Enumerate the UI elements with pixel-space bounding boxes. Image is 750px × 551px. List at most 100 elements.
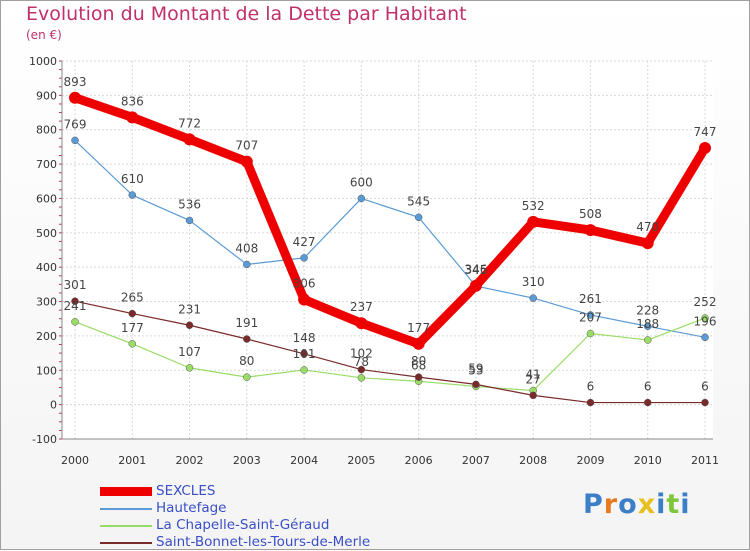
y-tick-label: 500 [36,227,57,240]
legend-swatch [100,487,152,496]
data-label: 346 [464,263,487,277]
data-point [240,155,253,168]
x-tick-label: 2007 [462,454,490,467]
data-point [71,318,79,326]
data-label: 191 [235,316,258,330]
data-label: 53 [468,363,483,377]
y-tick-label: 700 [36,158,57,171]
legend-label: Hautefage [156,500,227,516]
data-label: 408 [235,241,258,255]
data-label: 107 [178,345,201,359]
logo-letter: i [656,489,667,520]
y-tick-label: 300 [36,296,57,309]
data-label: 893 [64,75,87,89]
data-point [185,364,194,372]
data-label: 769 [64,117,87,131]
data-point [355,317,368,330]
data-point [699,141,711,154]
logo-letter: i [680,489,691,520]
x-tick-label: 2009 [576,454,604,467]
data-label: 261 [579,292,602,306]
data-point [641,237,654,250]
data-label: 301 [64,278,87,292]
data-label: 536 [178,197,201,211]
x-tick-label: 2011 [691,454,719,467]
data-point [300,254,308,262]
data-label: 27 [526,372,541,386]
y-tick-label: 200 [36,330,57,343]
data-label: 265 [121,291,144,305]
data-point [300,366,308,374]
data-label: 237 [350,300,373,314]
data-label: 231 [178,302,201,316]
data-label: 6 [644,380,652,394]
x-tick-label: 2003 [233,454,261,467]
legend: SEXCLES Hautefage La Chapelle-Saint-Géraud… [100,483,370,551]
legend-label: Saint-Bonnet-les-Tours-de-Merle [156,534,371,550]
data-point [527,215,540,228]
data-point [529,294,537,302]
data-point [414,373,423,381]
data-point [185,216,194,225]
data-point [185,321,194,330]
data-point [357,194,366,203]
data-label: 600 [350,175,373,189]
data-label: 196 [694,314,717,328]
data-label: 68 [411,358,426,372]
data-label: 427 [293,235,316,249]
data-point [412,337,425,350]
legend-item: Saint-Bonnet-les-Tours-de-Merle [100,534,370,551]
logo-letter: P [583,489,604,520]
series-lines [69,91,711,407]
data-point [701,398,709,407]
data-point [586,311,595,319]
line-chart: -100 0 100 200 300 400 500 600 700 800 900 1000 2000… [29,55,719,467]
y-tick-label: 0 [50,399,57,412]
x-tick-label: 2004 [290,454,318,467]
data-point [586,329,595,338]
y-tick-label: 600 [36,192,57,205]
data-point [183,133,196,146]
data-point [701,333,709,342]
data-point [298,293,311,306]
axes: -100 0 100 200 300 400 500 600 700 800 900 1000 2000… [29,55,719,467]
data-label: 177 [121,321,144,335]
y-tick-label: 400 [36,261,57,274]
grid [62,60,713,440]
data-point [701,314,709,322]
data-point [472,380,480,389]
data-label: 545 [407,194,430,208]
data-label: 207 [579,311,602,325]
data-label: 772 [178,116,201,130]
y-tick-label: 100 [36,364,57,377]
data-label: 102 [350,347,373,361]
data-point [357,365,366,374]
data-point [643,336,652,344]
proxiti-logo: Proxiti [583,489,691,520]
legend-label: La Chapelle-Saint-Géraud [156,517,330,533]
x-tick-label: 2001 [118,454,146,467]
y-tick-label: -100 [32,433,57,446]
data-label: 310 [522,275,545,289]
logo-letter: r [603,489,619,520]
y-tick-label: 800 [36,124,57,137]
data-label: 80 [239,354,254,368]
x-tick-label: 2006 [405,454,433,467]
logo-letter: o [618,489,638,520]
unit-label: (en €) [26,28,62,42]
series-line-2 [74,317,706,392]
data-point [243,260,251,269]
data-point [243,335,251,343]
data-point [243,373,251,381]
data-label: 508 [579,207,602,221]
data-label: 707 [235,139,258,153]
data-label: 306 [293,276,316,290]
x-tick-label: 2005 [347,454,375,467]
data-label: 241 [64,299,87,313]
legend-item: SEXCLES [100,483,370,500]
x-tick-label: 2010 [634,454,662,467]
data-point [69,91,81,104]
legend-item: Hautefage [100,500,370,517]
data-label: 610 [121,172,144,186]
data-label: 148 [293,331,316,345]
